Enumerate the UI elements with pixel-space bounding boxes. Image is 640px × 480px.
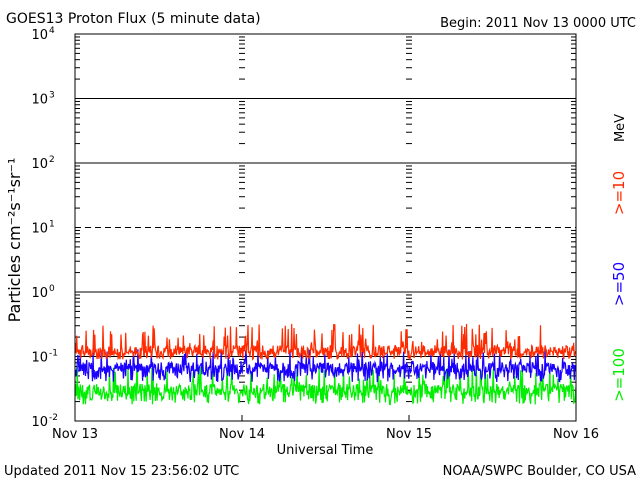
series-layer [75, 324, 576, 405]
y-tick-label-3: 10 [31, 222, 48, 237]
credit-footer: NOAA/SWPC Boulder, CO USA [443, 464, 636, 479]
x-tick-label-1: Nov 14 [219, 427, 265, 442]
y-tick-exp-6: -2 [49, 413, 58, 423]
y-tick-label-0: 10 [31, 28, 48, 43]
y-tick-exp-0: 4 [49, 26, 55, 36]
chart-title: GOES13 Proton Flux (5 minute data) [6, 11, 261, 27]
y-tick-label-4: 10 [31, 286, 48, 301]
legend-entry-0: >=10 [610, 171, 628, 215]
y-axis-label: Particles cm⁻²s⁻¹sr⁻¹ [5, 158, 24, 323]
updated-footer: Updated 2011 Nov 15 23:56:02 UTC [4, 464, 239, 479]
x-tick-label-2: Nov 15 [386, 427, 432, 442]
y-tick-label-2: 10 [31, 157, 48, 172]
x-tick-label-0: Nov 13 [52, 427, 98, 442]
y-tick-exp-5: -1 [49, 349, 58, 359]
y-tick-label-1: 10 [31, 93, 48, 108]
begin-label: Begin: 2011 Nov 13 0000 UTC [440, 16, 636, 31]
legend-entry-2: >=100 [610, 348, 628, 402]
energy-legend: MeV >=10 >=50 >=100 [610, 114, 628, 402]
y-tick-label-6: 10 [31, 415, 48, 430]
legend-entry-1: >=50 [610, 262, 628, 306]
x-tick-label-3: Nov 16 [553, 427, 599, 442]
x-tick-labels: Nov 13 Nov 14 Nov 15 Nov 16 [52, 415, 599, 442]
y-tick-label-5: 10 [31, 351, 48, 366]
x-axis-label: Universal Time [277, 443, 374, 458]
legend-unit: MeV [613, 114, 628, 142]
y-tick-exp-2: 2 [49, 155, 55, 165]
y-tick-exp-3: 1 [49, 220, 55, 230]
y-tick-exp-4: 0 [49, 284, 55, 294]
y-tick-exp-1: 3 [49, 91, 55, 101]
